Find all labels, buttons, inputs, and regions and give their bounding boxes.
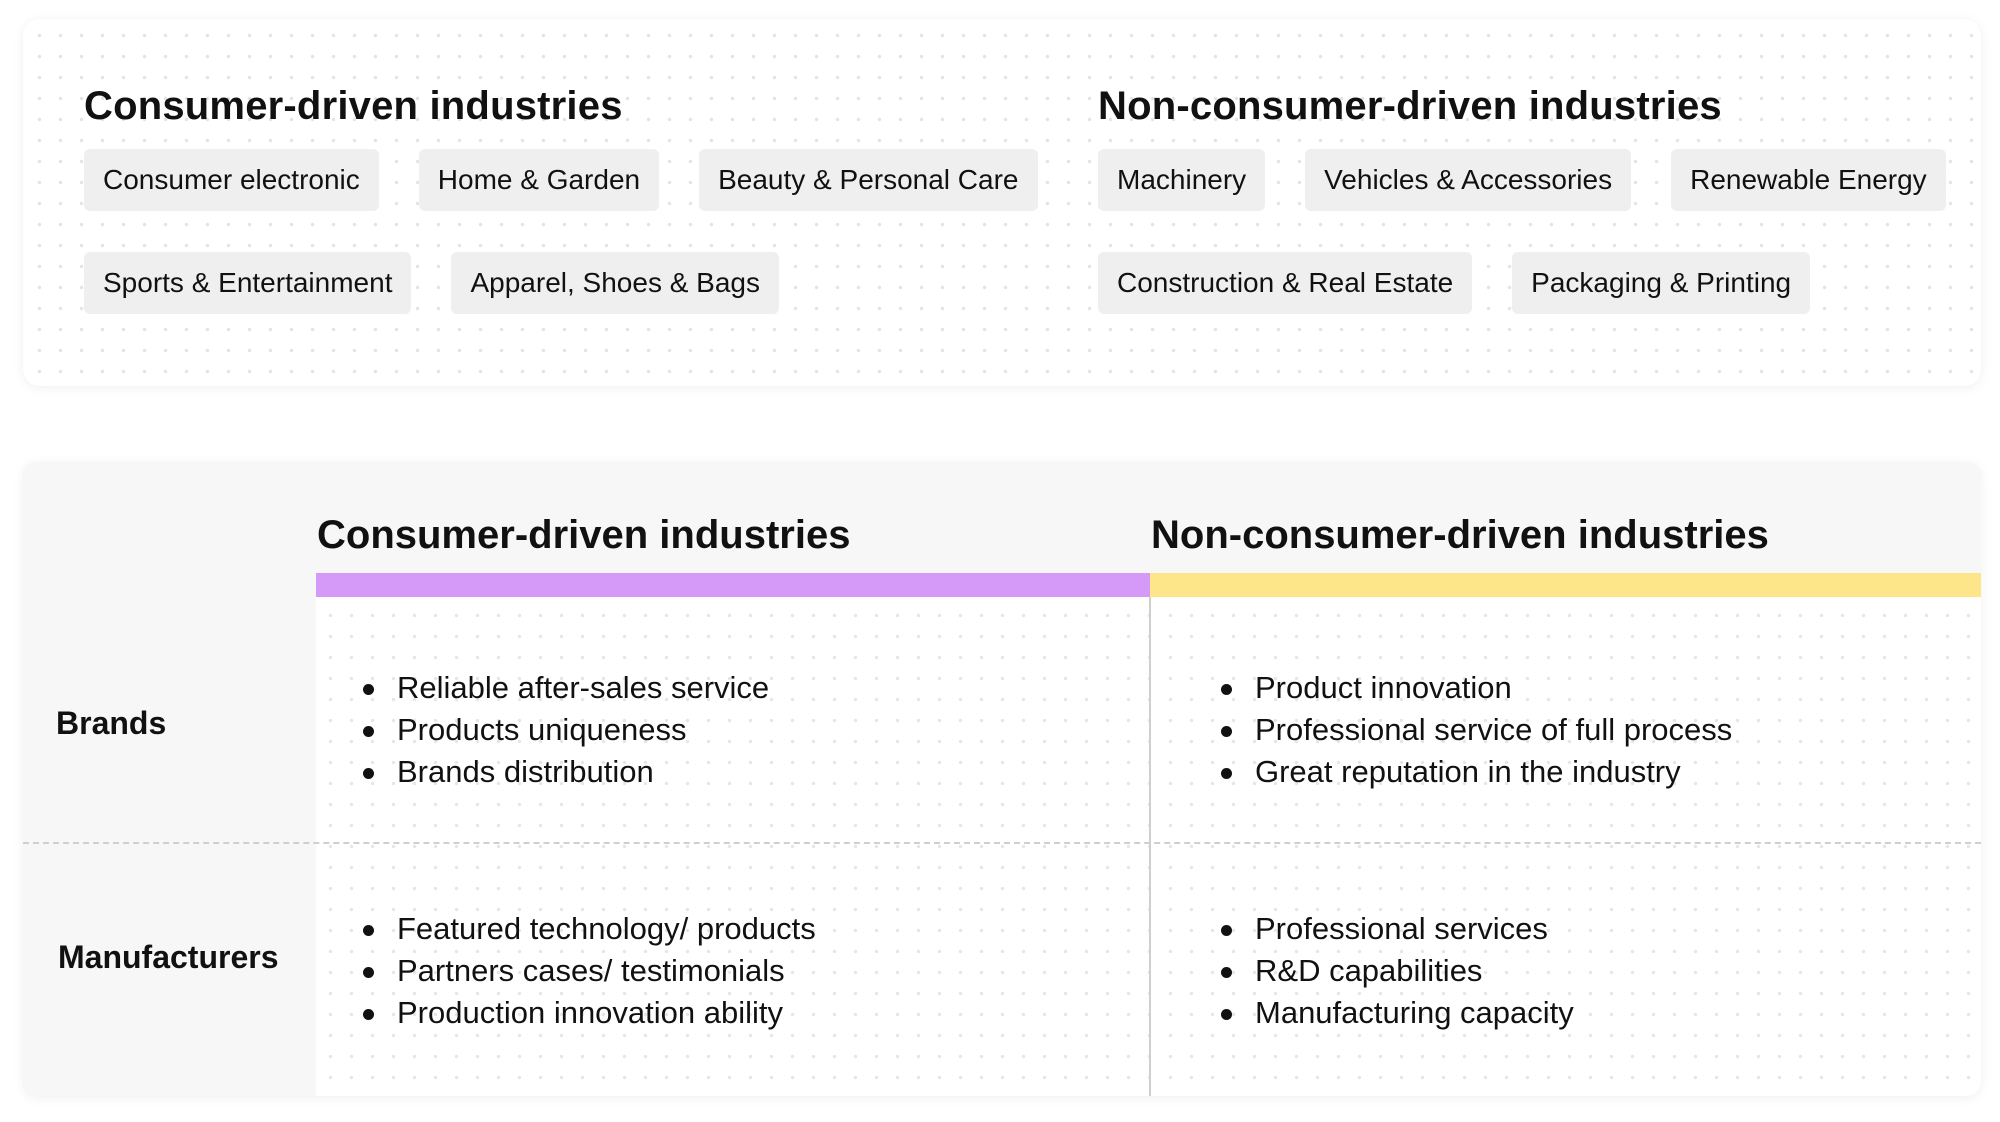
list-item: Products uniqueness [363, 709, 769, 751]
list-item: Featured technology/ products [363, 908, 816, 950]
industry-tag[interactable]: Beauty & Personal Care [699, 149, 1038, 211]
matrix-cells-area [316, 597, 1981, 1096]
column-header-consumer: Consumer-driven industries [317, 513, 851, 557]
consumer-tag-row-2: Sports & Entertainment Apparel, Shoes & … [84, 252, 1044, 314]
list-item: Partners cases/ testimonials [363, 950, 816, 992]
industry-tag[interactable]: Home & Garden [418, 149, 660, 211]
column-header-non-consumer: Non-consumer-driven industries [1151, 513, 1769, 557]
list-item: Brands distribution [363, 751, 769, 793]
non-consumer-color-bar [1150, 573, 1981, 597]
comparison-matrix: Consumer-driven industries Non-consumer-… [23, 462, 1981, 1096]
industry-tag[interactable]: Renewable Energy [1671, 149, 1946, 211]
industry-categories-panel: Consumer-driven industries Consumer elec… [23, 19, 1981, 386]
industry-tag[interactable]: Sports & Entertainment [84, 252, 412, 314]
list-item: Professional services [1221, 908, 1574, 950]
list-item: Production innovation ability [363, 992, 816, 1034]
brands-non-consumer-list: Product innovation Professional service … [1221, 667, 1732, 793]
manufacturers-non-consumer-list: Professional services R&D capabilities M… [1221, 908, 1574, 1034]
industry-tag[interactable]: Consumer electronic [84, 149, 379, 211]
column-divider [1149, 597, 1151, 1096]
non-consumer-industries-title: Non-consumer-driven industries [1098, 84, 1722, 128]
consumer-industries-title: Consumer-driven industries [84, 84, 623, 128]
list-item: Great reputation in the industry [1221, 751, 1732, 793]
non-consumer-tag-row-2: Construction & Real Estate Packaging & P… [1098, 252, 1958, 314]
industry-tag[interactable]: Vehicles & Accessories [1305, 149, 1632, 211]
industry-tag[interactable]: Machinery [1098, 149, 1266, 211]
industry-tag[interactable]: Apparel, Shoes & Bags [451, 252, 779, 314]
non-consumer-industries-group: Non-consumer-driven industries Machinery… [1098, 63, 1958, 355]
list-item: Professional service of full process [1221, 709, 1732, 751]
list-item: Product innovation [1221, 667, 1732, 709]
list-item: Reliable after-sales service [363, 667, 769, 709]
row-divider [23, 842, 1981, 844]
consumer-color-bar [316, 573, 1150, 597]
row-label-brands: Brands [56, 705, 167, 741]
list-item: Manufacturing capacity [1221, 992, 1574, 1034]
consumer-tag-row-1: Consumer electronic Home & Garden Beauty… [84, 149, 1044, 211]
list-item: R&D capabilities [1221, 950, 1574, 992]
industry-tag[interactable]: Packaging & Printing [1512, 252, 1811, 314]
consumer-industries-group: Consumer-driven industries Consumer elec… [84, 63, 1044, 355]
manufacturers-consumer-list: Featured technology/ products Partners c… [363, 908, 816, 1034]
industry-tag[interactable]: Construction & Real Estate [1098, 252, 1473, 314]
non-consumer-tag-row-1: Machinery Vehicles & Accessories Renewab… [1098, 149, 1958, 211]
row-label-manufacturers: Manufacturers [58, 939, 279, 975]
brands-consumer-list: Reliable after-sales service Products un… [363, 667, 769, 793]
